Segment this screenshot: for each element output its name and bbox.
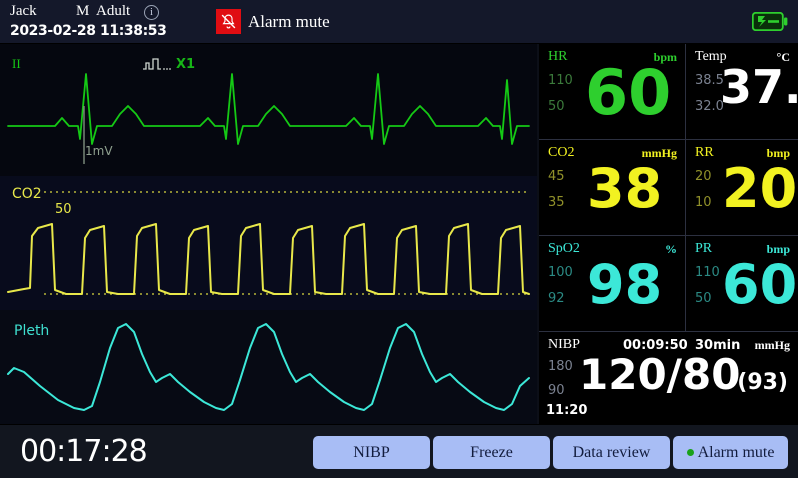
co2-limit-low: 35 xyxy=(548,195,565,210)
rr-value: 20 xyxy=(722,157,798,220)
freeze-button[interactable]: Freeze xyxy=(433,436,550,469)
ecg-filter-icon xyxy=(142,57,172,76)
param-block-rr[interactable]: RR bmp 20 10 20 xyxy=(686,140,798,236)
alarm-mute-button[interactable]: Alarm mute xyxy=(673,436,788,469)
nibp-unit: mmHg xyxy=(754,338,790,352)
param-row-spo2-pr: SpO2 % 100 92 98 PR bmp 110 50 60 xyxy=(539,236,798,332)
co2-unit: mmHg xyxy=(641,146,677,160)
waveform-area: II X1 1mV CO2 50 xyxy=(0,44,537,424)
temp-limit-low: 32.0 xyxy=(695,99,724,114)
spo2-title: SpO2 xyxy=(548,241,580,256)
temp-value: 37.0 xyxy=(720,60,798,114)
ecg-lead-label: II xyxy=(12,56,21,71)
elapsed-timer: 00:17:28 xyxy=(20,434,148,469)
temp-title: Temp xyxy=(695,49,727,64)
info-icon[interactable]: i xyxy=(144,5,159,20)
patient-name: Jack xyxy=(10,3,37,19)
hr-unit: bpm xyxy=(653,50,677,64)
nibp-value: 120/80 xyxy=(579,350,741,399)
parameter-panel: HR bpm 110 50 60 Temp °C 38.5 32.0 37.0 … xyxy=(539,44,798,424)
param-row-co2-rr: CO2 mmHg 45 35 38 RR bmp 20 10 20 xyxy=(539,140,798,236)
nibp-limit-low: 90 xyxy=(548,383,565,398)
pr-title: PR xyxy=(695,241,713,256)
datetime-display: 2023-02-28 11:38:53 xyxy=(10,23,167,39)
pleth-waveform-panel[interactable]: Pleth xyxy=(0,310,537,424)
alarm-muted-icon xyxy=(216,9,241,34)
patient-type: Adult xyxy=(96,3,131,19)
param-block-co2[interactable]: CO2 mmHg 45 35 38 xyxy=(539,140,686,236)
nibp-measure-time: 11:20 xyxy=(546,403,588,418)
nibp-interval: 30min xyxy=(695,338,741,353)
data-review-button[interactable]: Data review xyxy=(553,436,670,469)
co2-waveform-label: CO2 xyxy=(12,186,42,202)
rr-unit: bmp xyxy=(766,146,790,160)
pleth-waveform-label: Pleth xyxy=(14,323,50,339)
ecg-calibration-label: 1mV xyxy=(85,144,113,158)
nibp-limit-high: 180 xyxy=(548,359,573,374)
nibp-map-value: (93) xyxy=(737,370,788,395)
temp-unit: °C xyxy=(776,50,790,64)
hr-value: 60 xyxy=(585,56,672,129)
spo2-limit-high: 100 xyxy=(548,265,573,280)
co2-limit-high: 45 xyxy=(548,169,565,184)
pr-limit-low: 50 xyxy=(695,291,712,306)
header-bar: Jack M Adult i 2023-02-28 11:38:53 Alarm… xyxy=(0,0,798,44)
nibp-button[interactable]: NIBP xyxy=(313,436,430,469)
spo2-limit-low: 92 xyxy=(548,291,565,306)
co2-title: CO2 xyxy=(548,145,575,160)
nibp-title: NIBP xyxy=(548,337,580,352)
pr-limit-high: 110 xyxy=(695,265,720,280)
hr-limit-low: 50 xyxy=(548,99,565,114)
param-row-hr-temp: HR bpm 110 50 60 Temp °C 38.5 32.0 37.0 xyxy=(539,44,798,140)
rr-limit-low: 10 xyxy=(695,195,712,210)
pr-unit: bmp xyxy=(766,242,790,256)
nibp-countdown: 00:09:50 xyxy=(623,338,688,353)
footer-bar: 00:17:28 NIBP Freeze Data review Alarm m… xyxy=(0,424,798,478)
alarm-mute-button-label: Alarm mute xyxy=(697,443,775,461)
temp-limit-high: 38.5 xyxy=(695,73,724,88)
param-block-pr[interactable]: PR bmp 110 50 60 xyxy=(686,236,798,332)
spo2-unit: % xyxy=(665,242,677,256)
co2-scale-label: 50 xyxy=(55,202,72,217)
battery-charging-icon xyxy=(751,11,788,32)
param-block-nibp[interactable]: NIBP 00:09:50 30min mmHg 180 90 11:20 12… xyxy=(539,332,798,422)
alarm-mute-text: Alarm mute xyxy=(248,11,330,31)
rr-title: RR xyxy=(695,145,714,160)
param-block-hr[interactable]: HR bpm 110 50 60 xyxy=(539,44,686,140)
rr-limit-high: 20 xyxy=(695,169,712,184)
param-block-spo2[interactable]: SpO2 % 100 92 98 xyxy=(539,236,686,332)
hr-limit-high: 110 xyxy=(548,73,573,88)
alarm-active-indicator-icon xyxy=(686,449,694,456)
ecg-gain-label: X1 xyxy=(176,57,196,72)
ecg-waveform-panel[interactable]: II X1 1mV xyxy=(0,44,537,176)
patient-sex: M xyxy=(76,3,90,19)
co2-waveform-panel[interactable]: CO2 50 xyxy=(0,176,537,310)
spo2-value: 98 xyxy=(587,253,663,316)
param-block-temp[interactable]: Temp °C 38.5 32.0 37.0 xyxy=(686,44,798,140)
co2-value: 38 xyxy=(587,157,663,220)
pr-value: 60 xyxy=(722,253,798,316)
hr-title: HR xyxy=(548,49,568,64)
alarm-mute-status[interactable]: Alarm mute xyxy=(216,9,330,34)
